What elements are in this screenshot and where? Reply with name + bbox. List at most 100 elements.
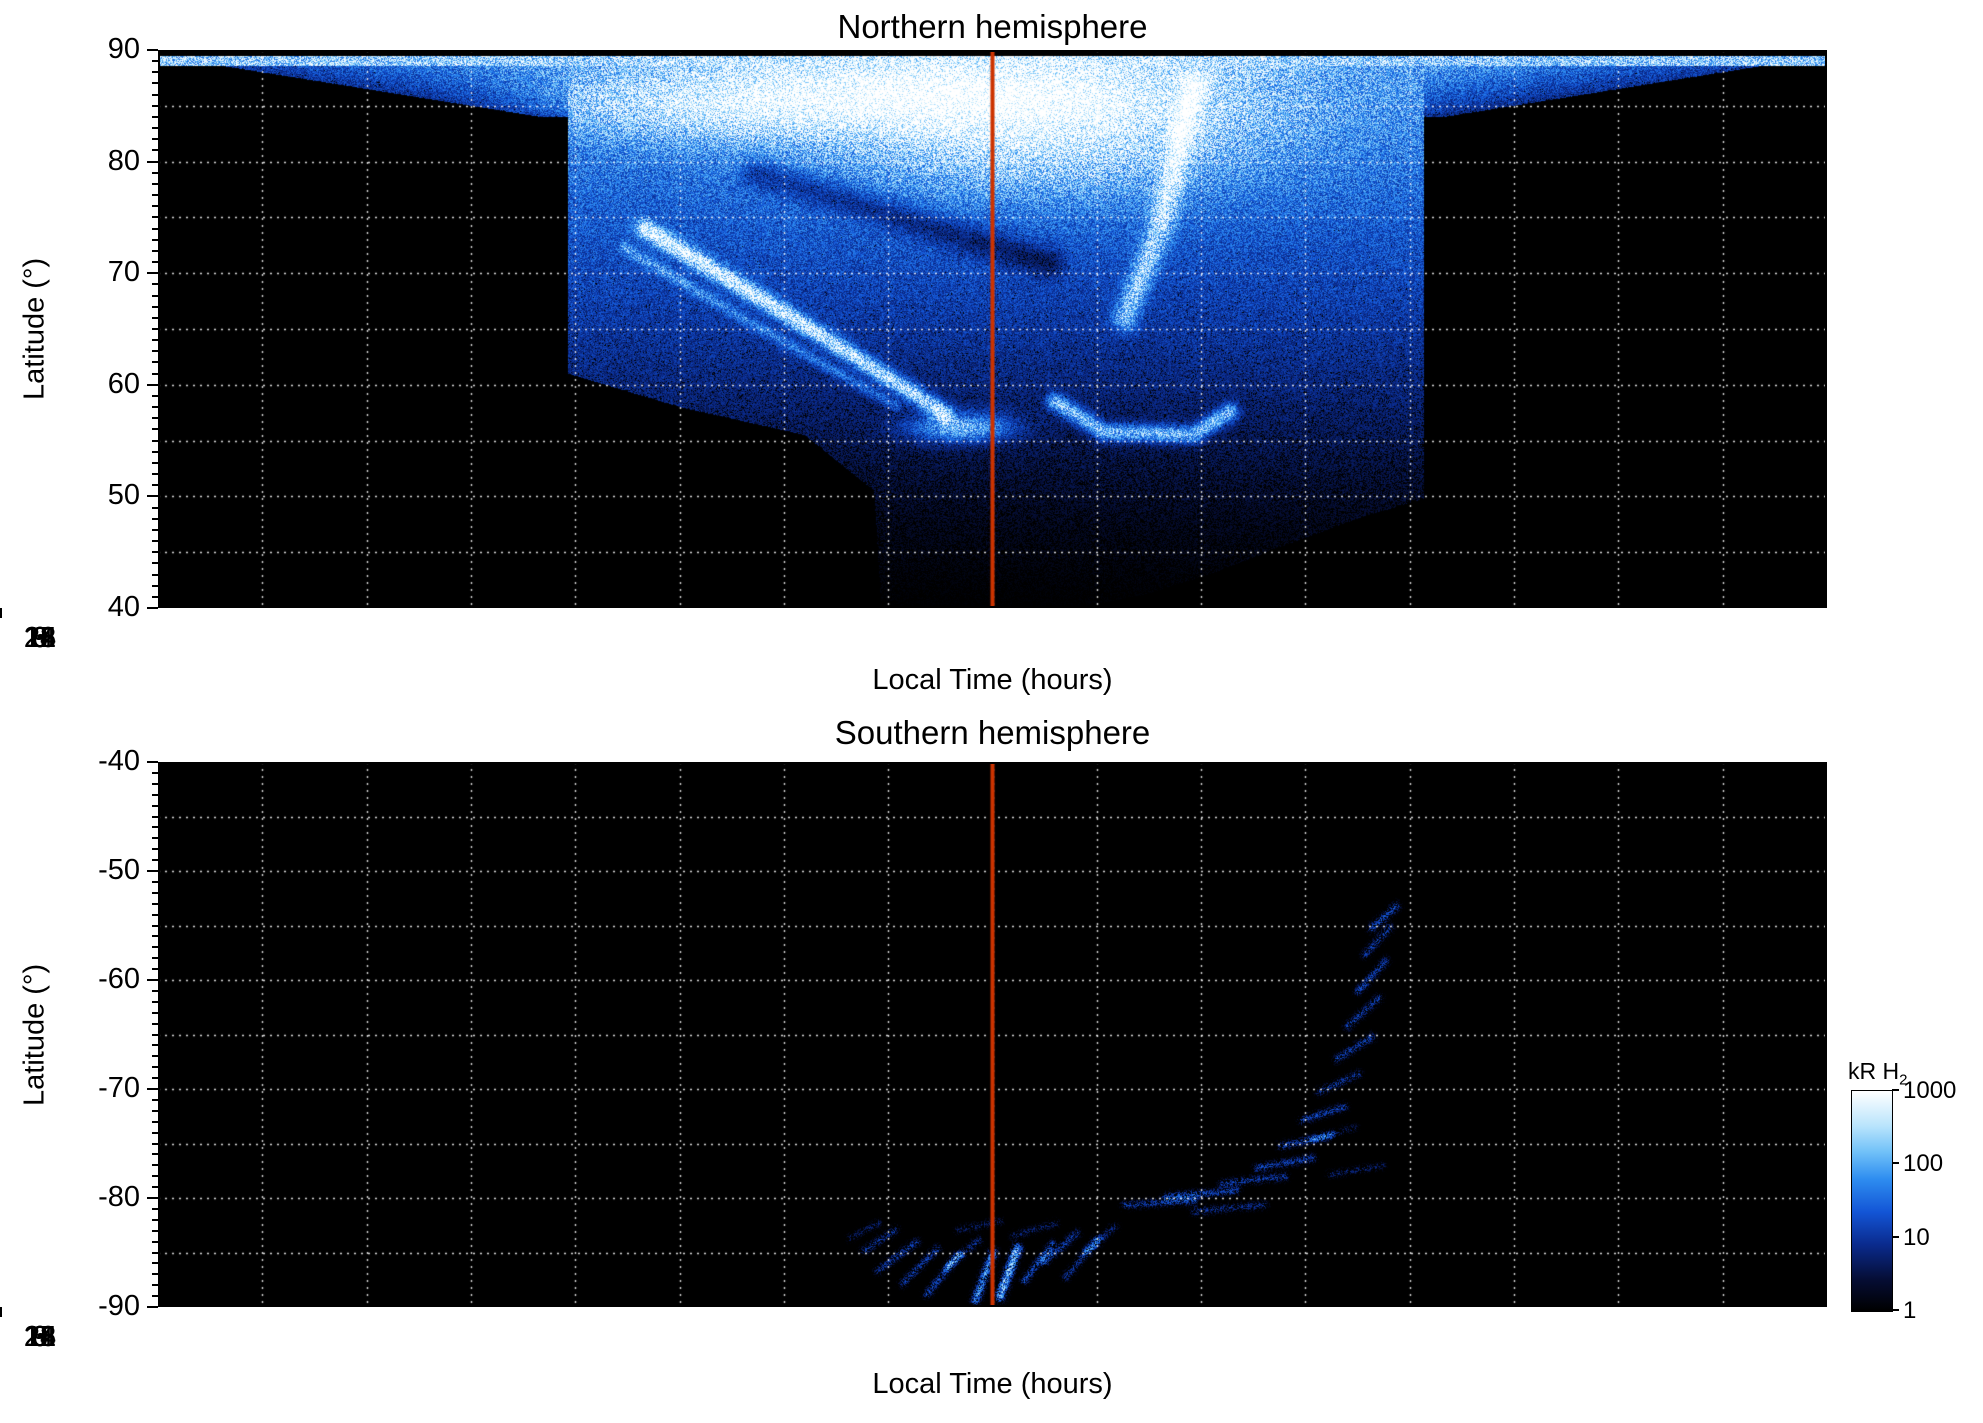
- y-minor-tick: [152, 540, 158, 543]
- colorbar-tick: [1892, 1235, 1899, 1238]
- y-minor-tick: [152, 1295, 158, 1298]
- y-minor-tick: [152, 171, 158, 174]
- y-minor-tick: [152, 1284, 158, 1287]
- y-minor-tick: [152, 506, 158, 509]
- y-minor-tick: [152, 782, 158, 785]
- y-major-tick: [147, 1197, 158, 1199]
- y-minor-tick: [152, 826, 158, 829]
- y-minor-tick: [152, 935, 158, 938]
- y-major-tick: [147, 495, 158, 498]
- y-minor-tick: [152, 1240, 158, 1243]
- y-minor-tick: [152, 562, 158, 565]
- x-tick-label: 21: [23, 622, 57, 654]
- y-minor-tick: [152, 294, 158, 297]
- y-minor-tick: [152, 104, 158, 107]
- y-minor-tick: [152, 149, 158, 152]
- y-minor-tick: [152, 283, 158, 286]
- x-tick-label: 6: [31, 622, 49, 654]
- y-minor-tick: [152, 793, 158, 796]
- y-minor-tick: [152, 182, 158, 185]
- x-tick-label: 0: [31, 622, 49, 654]
- y-tick-label: -60: [98, 963, 140, 995]
- y-minor-tick: [152, 361, 158, 364]
- y-minor-tick: [152, 339, 158, 342]
- y-minor-tick: [152, 1131, 158, 1134]
- y-minor-tick: [152, 1066, 158, 1069]
- y-tick-label: -50: [98, 854, 140, 886]
- y-minor-tick: [152, 249, 158, 252]
- south-heatmap-canvas: [158, 762, 1827, 1307]
- y-tick-label: -40: [98, 745, 140, 777]
- y-major-tick: [147, 761, 158, 763]
- colorbar-tick-label: 10: [1903, 1223, 1930, 1251]
- y-minor-tick: [152, 1044, 158, 1047]
- y-minor-tick: [152, 573, 158, 576]
- y-minor-tick: [152, 461, 158, 464]
- y-minor-tick: [152, 1262, 158, 1265]
- x-major-tick: [0, 608, 2, 618]
- north-y-axis-label: Latitude (°): [18, 257, 51, 401]
- y-major-tick: [147, 1088, 158, 1090]
- colorbar-tick: [1892, 1089, 1899, 1091]
- y-minor-tick: [152, 115, 158, 118]
- y-minor-tick: [152, 1011, 158, 1014]
- y-minor-tick: [152, 848, 158, 851]
- x-tick-label: 9: [31, 622, 49, 654]
- y-major-tick: [147, 1306, 158, 1308]
- y-minor-tick: [152, 1098, 158, 1101]
- x-tick-label: 3: [31, 1321, 49, 1353]
- y-minor-tick: [152, 316, 158, 319]
- y-minor-tick: [152, 394, 158, 397]
- y-minor-tick: [152, 205, 158, 208]
- y-minor-tick: [152, 517, 158, 520]
- y-minor-tick: [152, 1207, 158, 1210]
- colorbar-tick-label: 1: [1903, 1297, 1917, 1324]
- y-tick-label: 80: [107, 144, 140, 177]
- y-tick-label: 70: [107, 256, 140, 289]
- y-minor-tick: [152, 957, 158, 960]
- colorbar-tick-label: 100: [1903, 1150, 1944, 1178]
- y-minor-tick: [152, 1164, 158, 1167]
- y-minor-tick: [152, 82, 158, 85]
- y-minor-tick: [152, 924, 158, 927]
- colorbar: kR H2 1000 100 10 1: [1846, 1058, 1983, 1328]
- y-minor-tick: [152, 350, 158, 353]
- x-major-tick: [0, 1307, 2, 1317]
- y-minor-tick: [152, 1142, 158, 1145]
- y-minor-tick: [152, 417, 158, 420]
- y-minor-tick: [152, 450, 158, 453]
- y-minor-tick: [152, 1153, 158, 1156]
- y-minor-tick: [152, 1000, 158, 1003]
- y-tick-label: 60: [107, 367, 140, 400]
- y-minor-tick: [152, 1273, 158, 1276]
- y-minor-tick: [152, 71, 158, 74]
- y-minor-tick: [152, 194, 158, 197]
- y-minor-tick: [152, 1175, 158, 1178]
- y-minor-tick: [152, 127, 158, 130]
- y-major-tick: [147, 160, 158, 163]
- south-x-axis-label: Local Time (hours): [872, 1368, 1113, 1400]
- y-major-tick: [147, 49, 158, 51]
- south-plot-area: [158, 762, 1827, 1307]
- y-minor-tick: [152, 584, 158, 587]
- y-minor-tick: [152, 261, 158, 264]
- y-minor-tick: [152, 771, 158, 774]
- y-tick-label: 50: [107, 479, 140, 512]
- colorbar-tick-label: 1000: [1903, 1077, 1957, 1104]
- x-tick-label: 15: [23, 622, 57, 654]
- y-minor-tick: [152, 946, 158, 949]
- x-tick-label: 24: [23, 622, 57, 654]
- y-minor-tick: [152, 989, 158, 992]
- colorbar-gradient: [1851, 1090, 1893, 1312]
- y-minor-tick: [152, 1077, 158, 1080]
- y-tick-label: -80: [98, 1181, 140, 1213]
- x-tick-label: 18: [23, 622, 57, 654]
- y-minor-tick: [152, 837, 158, 840]
- y-minor-tick: [152, 1022, 158, 1025]
- y-minor-tick: [152, 227, 158, 230]
- y-major-tick: [147, 979, 158, 981]
- y-minor-tick: [152, 880, 158, 883]
- y-minor-tick: [152, 1033, 158, 1036]
- north-panel-title: Northern hemisphere: [837, 8, 1148, 45]
- y-minor-tick: [152, 428, 158, 431]
